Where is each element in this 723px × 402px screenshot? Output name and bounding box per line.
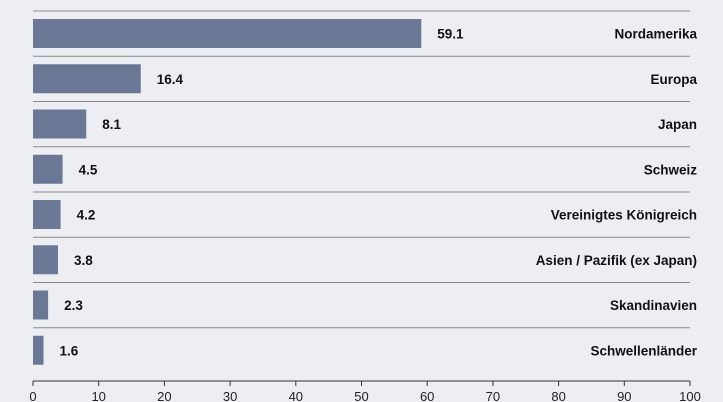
chart-rows: 59.1 Nordamerika 16.4 Europa 8.1 Japan 4.5 Schw… [33,10,698,365]
bar-6 [33,245,58,275]
bar-7 [33,290,49,320]
x-tick-label-10: 10 [91,389,105,402]
category-label-1: Nordamerika [614,27,697,42]
x-tick-label-50: 50 [354,389,368,402]
x-tick-label-90: 90 [617,389,631,402]
value-label-3: 8.1 [102,117,121,132]
category-label-3: Japan [658,117,697,132]
x-axis: 0 10 20 30 40 50 60 70 80 90 100 [29,380,701,402]
x-tick-label-20: 20 [157,389,171,402]
x-tick-label-100: 100 [679,389,701,402]
value-label-8: 1.6 [60,343,79,358]
bar-8 [33,335,44,365]
bar-2 [33,64,141,94]
value-label-4: 4.5 [79,162,98,177]
value-label-2: 16.4 [157,72,184,87]
bar-1 [33,19,422,48]
x-tick-label-60: 60 [420,389,434,402]
value-label-1: 59.1 [437,27,464,42]
value-label-5: 4.2 [77,208,96,223]
category-label-7: Skandinavien [610,298,697,313]
bar-4 [33,154,63,184]
value-label-6: 3.8 [74,253,93,268]
category-label-5: Vereinigtes Königreich [551,208,697,223]
x-tick-label-80: 80 [551,389,565,402]
category-label-8: Schwellenländer [590,343,697,358]
bar-3 [33,109,87,139]
x-tick-label-30: 30 [223,389,237,402]
category-label-4: Schweiz [644,162,698,177]
x-tick-label-40: 40 [289,389,303,402]
category-label-2: Europa [650,72,697,87]
category-label-6: Asien / Pazifik (ex Japan) [536,253,697,268]
x-tick-label-0: 0 [29,389,36,402]
value-label-7: 2.3 [64,298,83,313]
x-tick-label-70: 70 [486,389,500,402]
bar-5 [33,200,61,229]
